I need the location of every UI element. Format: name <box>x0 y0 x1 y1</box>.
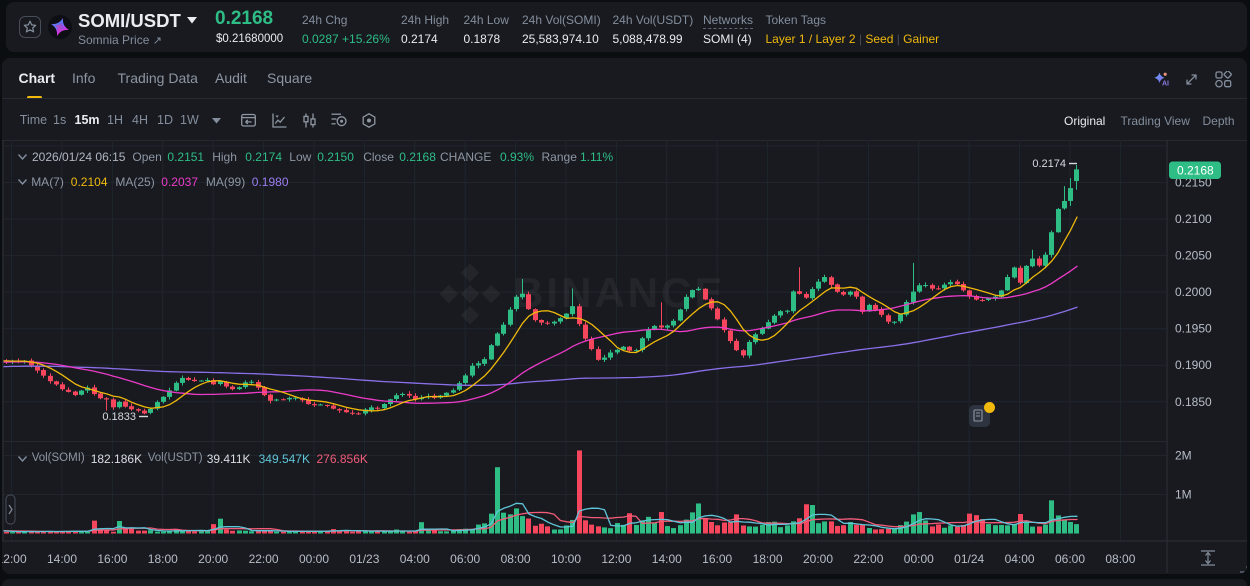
svg-text:0.2168: 0.2168 <box>1177 164 1214 178</box>
svg-text:08:00: 08:00 <box>501 552 531 566</box>
svg-text:18:00: 18:00 <box>753 552 783 566</box>
svg-text:12:00: 12:00 <box>601 552 631 566</box>
svg-text:14:00: 14:00 <box>652 552 682 566</box>
svg-text:10:00: 10:00 <box>551 552 581 566</box>
svg-text:0.1900: 0.1900 <box>1175 358 1212 372</box>
svg-text:00:00: 00:00 <box>299 552 329 566</box>
svg-text:2M: 2M <box>1175 449 1192 463</box>
svg-text:0.2100: 0.2100 <box>1175 212 1212 226</box>
svg-text:0.1950: 0.1950 <box>1175 322 1212 336</box>
svg-text:14:00: 14:00 <box>47 552 77 566</box>
svg-text:06:00: 06:00 <box>450 552 480 566</box>
svg-text:0.2050: 0.2050 <box>1175 249 1212 263</box>
svg-text:0.2000: 0.2000 <box>1175 285 1212 299</box>
svg-text:04:00: 04:00 <box>400 552 430 566</box>
svg-text:22:00: 22:00 <box>249 552 279 566</box>
svg-text:04:00: 04:00 <box>1005 552 1035 566</box>
svg-text:16:00: 16:00 <box>97 552 127 566</box>
svg-text:16:00: 16:00 <box>702 552 732 566</box>
svg-text:08:00: 08:00 <box>1105 552 1135 566</box>
svg-text:01/24: 01/24 <box>954 552 984 566</box>
svg-text:01/23: 01/23 <box>349 552 379 566</box>
svg-text:22:00: 22:00 <box>853 552 883 566</box>
svg-text:20:00: 20:00 <box>198 552 228 566</box>
svg-text:0.1850: 0.1850 <box>1175 395 1212 409</box>
svg-text:0.2174: 0.2174 <box>1032 158 1066 170</box>
svg-text:00:00: 00:00 <box>904 552 934 566</box>
svg-text:20:00: 20:00 <box>803 552 833 566</box>
svg-text:0.1833: 0.1833 <box>102 411 136 423</box>
svg-text:1M: 1M <box>1175 488 1192 502</box>
svg-text:12:00: 12:00 <box>2 552 27 566</box>
svg-text:06:00: 06:00 <box>1055 552 1085 566</box>
svg-text:AI: AI <box>1162 81 1169 88</box>
svg-text:18:00: 18:00 <box>148 552 178 566</box>
